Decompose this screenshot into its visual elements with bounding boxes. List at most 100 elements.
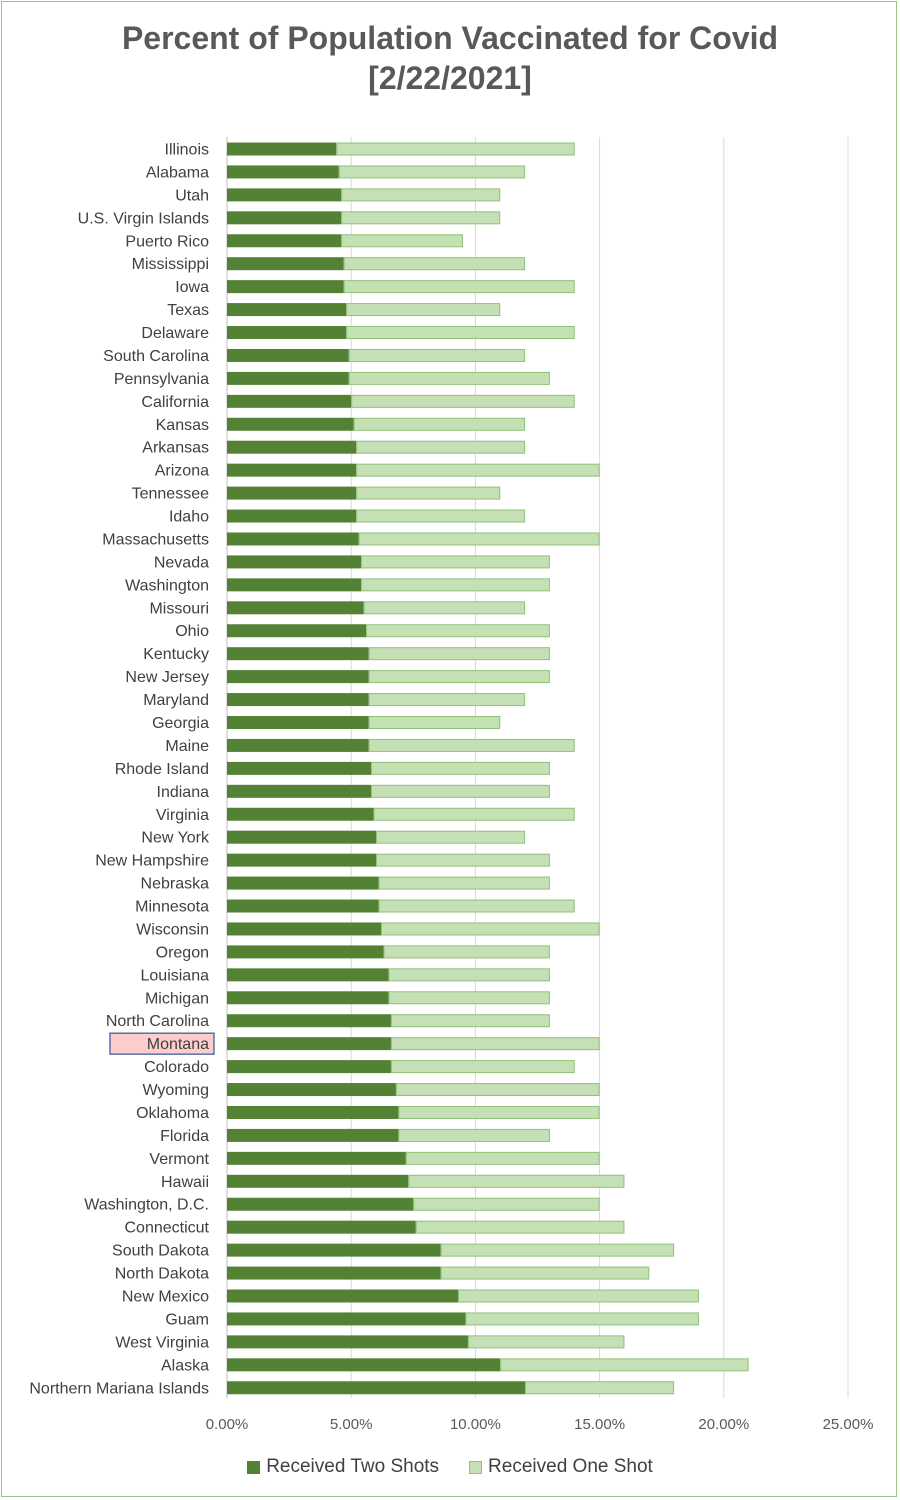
bar-one-shot <box>376 830 526 844</box>
bar-two-shots <box>227 211 342 225</box>
bar-two-shots <box>227 968 389 982</box>
bar-one-shot <box>368 693 526 707</box>
category-label: New York <box>141 830 210 847</box>
bar-two-shots <box>227 784 372 798</box>
bar-one-shot <box>341 234 463 248</box>
bar-one-shot <box>368 670 550 684</box>
category-label: Pennsylvania <box>114 371 209 388</box>
category-label: Mississippi <box>132 256 209 273</box>
bar-one-shot <box>356 463 600 477</box>
bar-two-shots <box>227 853 377 867</box>
x-tick-label: 5.00% <box>330 1416 373 1433</box>
bar-two-shots <box>227 1128 399 1142</box>
category-label: Idaho <box>169 509 209 526</box>
bar-two-shots <box>227 830 377 844</box>
bar-one-shot <box>371 761 550 775</box>
category-label: Maryland <box>143 692 209 709</box>
x-tick-label: 0.00% <box>206 1416 249 1433</box>
bar-one-shot <box>363 601 526 615</box>
bar-two-shots <box>227 1197 414 1211</box>
bar-one-shot <box>500 1358 749 1372</box>
category-label: Rhode Island <box>115 761 209 778</box>
bar-two-shots <box>227 624 367 638</box>
legend-label-one-shot: Received One Shot <box>488 1456 653 1477</box>
category-label: Kansas <box>156 417 209 434</box>
bar-one-shot <box>366 624 550 638</box>
bar-one-shot <box>356 509 526 523</box>
bar-one-shot <box>353 417 526 431</box>
category-labels: Illinois Alabama Utah U.S. Virgin Islands Pu… <box>29 142 215 1397</box>
category-label: Washington, D.C. <box>84 1197 209 1214</box>
bar-one-shot <box>525 1381 675 1395</box>
bar-one-shot <box>398 1128 550 1142</box>
bar-one-shot <box>348 348 526 362</box>
bar-one-shot <box>338 165 526 179</box>
category-label: Arizona <box>155 463 209 480</box>
bar-two-shots <box>227 1335 468 1349</box>
bar-one-shot <box>368 647 550 661</box>
bar-two-shots <box>227 670 369 684</box>
bar-two-shots <box>227 1381 526 1395</box>
bar-two-shots <box>227 440 357 454</box>
bar-two-shots <box>227 142 337 156</box>
bar-two-shots <box>227 1037 391 1051</box>
category-label: Florida <box>160 1128 209 1145</box>
category-label: Massachusetts <box>102 531 209 548</box>
category-label: Missouri <box>149 600 209 617</box>
legend-label-two-shots: Received Two Shots <box>266 1456 440 1477</box>
category-label: Oklahoma <box>136 1105 209 1122</box>
bar-one-shot <box>346 303 501 317</box>
category-label: Washington <box>125 577 209 594</box>
category-label: Colorado <box>144 1059 209 1076</box>
bar-one-shot <box>356 440 526 454</box>
category-label: Minnesota <box>135 899 209 916</box>
category-label: Texas <box>167 302 209 319</box>
bar-one-shot <box>465 1312 699 1326</box>
bars <box>227 142 749 1395</box>
bar-two-shots <box>227 1243 441 1257</box>
bar-one-shot <box>373 807 575 821</box>
category-label: Vermont <box>149 1151 209 1168</box>
category-label: Indiana <box>157 784 210 801</box>
legend-item-two-shots: Received Two Shots <box>247 1456 439 1478</box>
category-label: Alabama <box>146 164 209 181</box>
bar-two-shots <box>227 1151 406 1165</box>
bar-two-shots <box>227 165 339 179</box>
bar-one-shot <box>388 991 550 1005</box>
category-label: South Dakota <box>112 1243 209 1260</box>
bar-two-shots <box>227 1174 409 1188</box>
bar-one-shot <box>390 1014 550 1028</box>
category-label: Alaska <box>161 1357 209 1374</box>
bar-two-shots <box>227 601 364 615</box>
bar-two-shots <box>227 532 359 546</box>
category-label: New Jersey <box>125 669 209 686</box>
bar-two-shots <box>227 463 357 477</box>
bar-two-shots <box>227 991 389 1005</box>
bar-one-shot <box>371 784 550 798</box>
category-label: West Virginia <box>115 1334 209 1351</box>
bar-two-shots <box>227 280 344 294</box>
bar-one-shot <box>343 257 526 271</box>
legend-swatch-one-shot <box>469 1460 483 1474</box>
bar-one-shot <box>346 326 575 340</box>
x-tick-label: 10.00% <box>450 1416 501 1433</box>
legend-item-one-shot: Received One Shot <box>469 1456 653 1478</box>
bar-two-shots <box>227 1220 416 1234</box>
bar-two-shots <box>227 188 342 202</box>
x-axis-tick-labels: 0.00% 5.00% 10.00% 15.00% 20.00% 25.00% <box>206 1416 874 1433</box>
bar-two-shots <box>227 303 347 317</box>
bar-one-shot <box>358 532 600 546</box>
bar-two-shots <box>227 1083 396 1097</box>
bar-two-shots <box>227 1060 391 1074</box>
bar-two-shots <box>227 693 369 707</box>
legend-swatch-two-shots <box>247 1460 261 1474</box>
bar-one-shot <box>383 945 550 959</box>
legend: Received Two Shots Received One Shot <box>0 1454 900 1480</box>
bar-two-shots <box>227 647 369 661</box>
bar-one-shot <box>376 853 550 867</box>
category-label: Oregon <box>156 944 209 961</box>
bar-one-shot <box>390 1060 575 1074</box>
bar-two-shots <box>227 394 352 408</box>
bar-one-shot <box>388 968 550 982</box>
